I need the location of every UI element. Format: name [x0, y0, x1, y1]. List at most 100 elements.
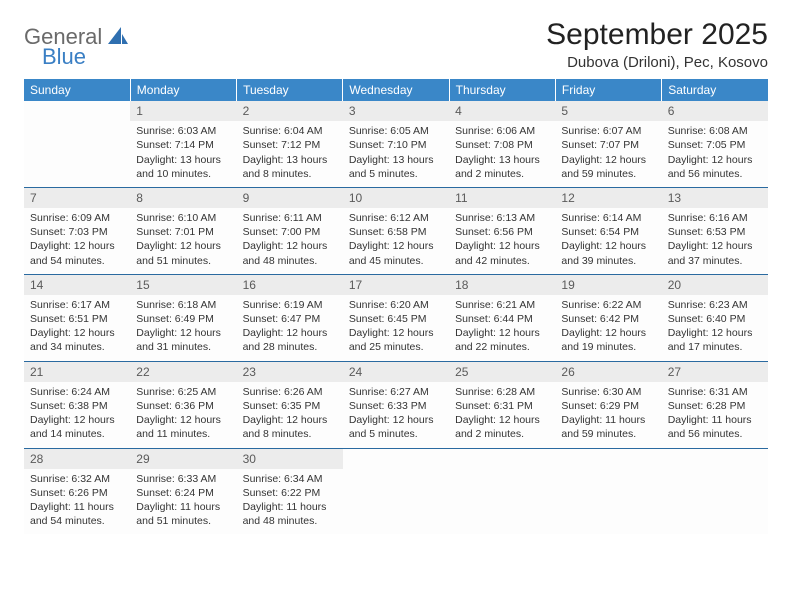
calendar-cell: 7Sunrise: 6:09 AMSunset: 7:03 PMDaylight… — [24, 187, 130, 274]
daylight-text: Daylight: 12 hours — [349, 326, 443, 340]
calendar-cell: 25Sunrise: 6:28 AMSunset: 6:31 PMDayligh… — [449, 361, 555, 448]
sunrise-text: Sunrise: 6:11 AM — [243, 211, 337, 225]
sunrise-text: Sunrise: 6:23 AM — [668, 298, 762, 312]
daylight-text-2: and 31 minutes. — [136, 340, 230, 354]
sunset-text: Sunset: 6:56 PM — [455, 225, 549, 239]
sunrise-text: Sunrise: 6:22 AM — [561, 298, 655, 312]
calendar-cell: 21Sunrise: 6:24 AMSunset: 6:38 PMDayligh… — [24, 361, 130, 448]
daylight-text-2: and 42 minutes. — [455, 254, 549, 268]
sunset-text: Sunset: 6:53 PM — [668, 225, 762, 239]
daylight-text-2: and 54 minutes. — [30, 254, 124, 268]
calendar-cell: 27Sunrise: 6:31 AMSunset: 6:28 PMDayligh… — [662, 361, 768, 448]
calendar-cell: 6Sunrise: 6:08 AMSunset: 7:05 PMDaylight… — [662, 101, 768, 187]
calendar-cell: 23Sunrise: 6:26 AMSunset: 6:35 PMDayligh… — [237, 361, 343, 448]
sunrise-text: Sunrise: 6:09 AM — [30, 211, 124, 225]
day-number: 18 — [449, 275, 555, 295]
daylight-text-2: and 45 minutes. — [349, 254, 443, 268]
daylight-text: Daylight: 12 hours — [243, 326, 337, 340]
sunset-text: Sunset: 7:12 PM — [243, 138, 337, 152]
sunset-text: Sunset: 7:00 PM — [243, 225, 337, 239]
calendar-cell: 24Sunrise: 6:27 AMSunset: 6:33 PMDayligh… — [343, 361, 449, 448]
daylight-text-2: and 10 minutes. — [136, 167, 230, 181]
calendar-cell: 2Sunrise: 6:04 AMSunset: 7:12 PMDaylight… — [237, 101, 343, 187]
logo-sail-icon — [108, 27, 128, 50]
day-number: 30 — [237, 449, 343, 469]
daylight-text: Daylight: 12 hours — [136, 413, 230, 427]
sunset-text: Sunset: 6:45 PM — [349, 312, 443, 326]
sunset-text: Sunset: 6:35 PM — [243, 399, 337, 413]
daylight-text: Daylight: 12 hours — [455, 239, 549, 253]
sunset-text: Sunset: 7:14 PM — [136, 138, 230, 152]
day-number: 28 — [24, 449, 130, 469]
daylight-text-2: and 51 minutes. — [136, 254, 230, 268]
daylight-text: Daylight: 12 hours — [668, 239, 762, 253]
sunset-text: Sunset: 6:29 PM — [561, 399, 655, 413]
daylight-text: Daylight: 12 hours — [243, 239, 337, 253]
day-number: 10 — [343, 188, 449, 208]
calendar-cell: 10Sunrise: 6:12 AMSunset: 6:58 PMDayligh… — [343, 187, 449, 274]
sunrise-text: Sunrise: 6:33 AM — [136, 472, 230, 486]
day-number: 17 — [343, 275, 449, 295]
header-row: General Blue September 2025 Dubova (Dril… — [24, 18, 768, 71]
daylight-text: Daylight: 11 hours — [561, 413, 655, 427]
daylight-text: Daylight: 13 hours — [349, 153, 443, 167]
sunset-text: Sunset: 6:22 PM — [243, 486, 337, 500]
daylight-text-2: and 48 minutes. — [243, 514, 337, 528]
sunset-text: Sunset: 7:07 PM — [561, 138, 655, 152]
sunrise-text: Sunrise: 6:03 AM — [136, 124, 230, 138]
calendar-cell: 14Sunrise: 6:17 AMSunset: 6:51 PMDayligh… — [24, 274, 130, 361]
calendar-week-row: 14Sunrise: 6:17 AMSunset: 6:51 PMDayligh… — [24, 274, 768, 361]
sunrise-text: Sunrise: 6:34 AM — [243, 472, 337, 486]
daylight-text-2: and 14 minutes. — [30, 427, 124, 441]
day-number: 16 — [237, 275, 343, 295]
daylight-text-2: and 17 minutes. — [668, 340, 762, 354]
sunrise-text: Sunrise: 6:06 AM — [455, 124, 549, 138]
daylight-text-2: and 59 minutes. — [561, 167, 655, 181]
day-number: 14 — [24, 275, 130, 295]
sunrise-text: Sunrise: 6:10 AM — [136, 211, 230, 225]
daylight-text: Daylight: 13 hours — [243, 153, 337, 167]
sunset-text: Sunset: 6:40 PM — [668, 312, 762, 326]
calendar-cell — [662, 448, 768, 534]
calendar-cell: 28 Sunrise: 6:32 AMSunset: 6:26 PMDayligh… — [24, 448, 130, 534]
daylight-text-2: and 48 minutes. — [243, 254, 337, 268]
daylight-text: Daylight: 12 hours — [561, 153, 655, 167]
calendar-cell: 29Sunrise: 6:33 AMSunset: 6:24 PMDayligh… — [130, 448, 236, 534]
day-number: 9 — [237, 188, 343, 208]
daylight-text: Daylight: 11 hours — [30, 500, 124, 514]
sunset-text: Sunset: 6:33 PM — [349, 399, 443, 413]
sunrise-text: Sunrise: 6:32 AM — [30, 472, 124, 486]
daylight-text: Daylight: 12 hours — [136, 326, 230, 340]
daylight-text: Daylight: 12 hours — [30, 326, 124, 340]
sunset-text: Sunset: 6:58 PM — [349, 225, 443, 239]
sunrise-text: Sunrise: 6:19 AM — [243, 298, 337, 312]
calendar-cell: 19Sunrise: 6:22 AMSunset: 6:42 PMDayligh… — [555, 274, 661, 361]
sunset-text: Sunset: 7:01 PM — [136, 225, 230, 239]
location-text: Dubova (Driloni), Pec, Kosovo — [546, 54, 768, 71]
day-number: 12 — [555, 188, 661, 208]
calendar-cell: 16Sunrise: 6:19 AMSunset: 6:47 PMDayligh… — [237, 274, 343, 361]
sunrise-text: Sunrise: 6:12 AM — [349, 211, 443, 225]
calendar-week-row: 28 Sunrise: 6:32 AMSunset: 6:26 PMDayligh… — [24, 448, 768, 534]
sunrise-text: Sunrise: 6:08 AM — [668, 124, 762, 138]
sunset-text: Sunset: 6:26 PM — [30, 486, 124, 500]
daylight-text: Daylight: 12 hours — [243, 413, 337, 427]
sunset-text: Sunset: 7:08 PM — [455, 138, 549, 152]
calendar-cell: 5Sunrise: 6:07 AMSunset: 7:07 PMDaylight… — [555, 101, 661, 187]
daylight-text: Daylight: 12 hours — [668, 153, 762, 167]
day-number: 11 — [449, 188, 555, 208]
daylight-text-2: and 28 minutes. — [243, 340, 337, 354]
day-number: 1 — [130, 101, 236, 121]
daylight-text-2: and 11 minutes. — [136, 427, 230, 441]
daylight-text: Daylight: 12 hours — [349, 413, 443, 427]
daylight-text-2: and 2 minutes. — [455, 167, 549, 181]
sunrise-text: Sunrise: 6:16 AM — [668, 211, 762, 225]
day-header: Sunday — [24, 79, 130, 101]
calendar-week-row: 1 Sunrise: 6:03 AMSunset: 7:14 PM Daylight… — [24, 101, 768, 187]
day-number: 19 — [555, 275, 661, 295]
sunrise-text: Sunrise: 6:04 AM — [243, 124, 337, 138]
sunset-text: Sunset: 7:05 PM — [668, 138, 762, 152]
daylight-text: Daylight: 11 hours — [668, 413, 762, 427]
sunset-text: Sunset: 6:54 PM — [561, 225, 655, 239]
sunrise-text: Sunrise: 6:25 AM — [136, 385, 230, 399]
